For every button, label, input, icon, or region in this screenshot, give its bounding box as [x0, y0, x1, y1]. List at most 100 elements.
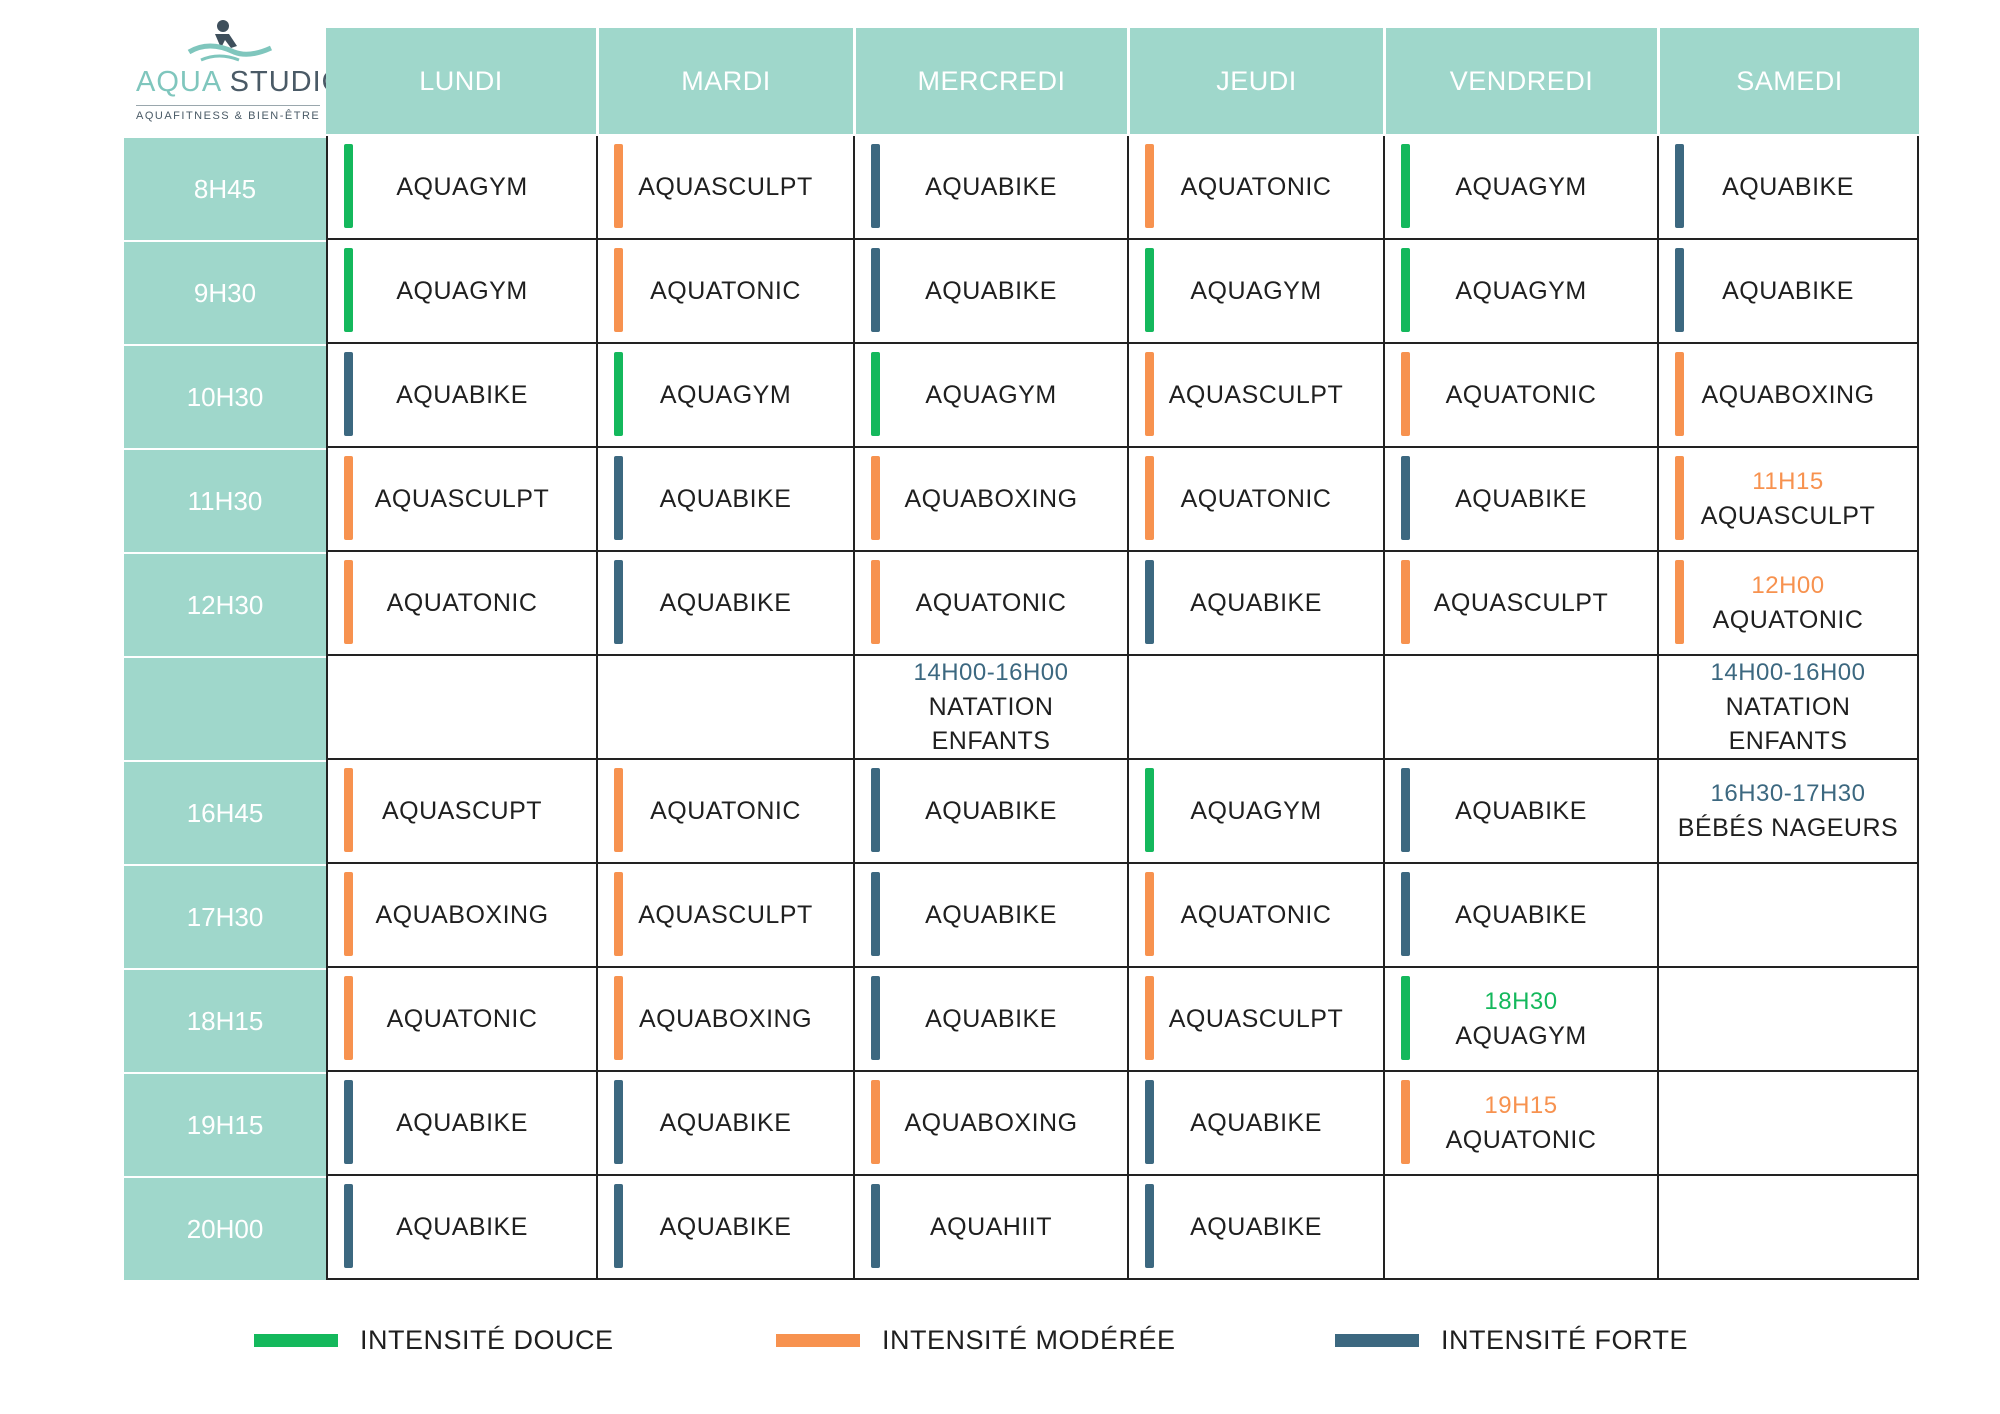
schedule-cell: [1127, 656, 1383, 760]
table-corner: [124, 28, 326, 136]
intensity-bar-moderee: [871, 1080, 880, 1164]
class-name: AQUABIKE: [1455, 485, 1587, 513]
schedule-cell: 19H15 AQUATONIC: [1383, 1072, 1657, 1176]
class-name: AQUABOXING: [1701, 381, 1875, 409]
class-name: AQUAGYM: [396, 277, 528, 305]
schedule-cell: AQUABIKE: [1383, 760, 1657, 864]
schedule-cell: AQUAGYM: [1383, 136, 1657, 240]
intensity-bar-douce: [1401, 144, 1410, 228]
brand-tagline: AQUAFITNESS & BIEN-ÊTRE: [136, 105, 321, 122]
schedule-cell: AQUASCULPT: [326, 448, 596, 552]
day-header: VENDREDI: [1383, 28, 1657, 134]
schedule-cell: [1657, 968, 1919, 1072]
intensity-bar-douce: [871, 352, 880, 436]
class-name: AQUASCUPT: [381, 797, 543, 825]
class-name: AQUAGYM: [1190, 277, 1322, 305]
schedule-cell: AQUAGYM: [1127, 760, 1383, 864]
class-name: AQUAGYM: [396, 173, 528, 201]
class-time-hint: 18H30: [1484, 988, 1558, 1015]
intensity-bar-forte: [614, 456, 623, 540]
legend-item-moderee: INTENSITÉ MODÉRÉE: [776, 1325, 1176, 1356]
schedule-cell: [1657, 1176, 1919, 1280]
class-name: AQUABIKE: [1190, 1109, 1322, 1137]
intensity-bar-forte: [1401, 872, 1410, 956]
schedule-cell: AQUASCULPT: [1383, 552, 1657, 656]
time-slot-label: 16H45: [124, 760, 326, 864]
intensity-bar-forte: [1145, 1184, 1154, 1268]
intensity-bar-forte: [871, 872, 880, 956]
intensity-bar-forte: [614, 1080, 623, 1164]
legend-swatch: [776, 1334, 860, 1347]
day-header: SAMEDI: [1657, 28, 1919, 134]
class-time-hint: 14H00-16H00: [1710, 659, 1866, 686]
schedule-cell: 11H15 AQUASCULPT: [1657, 448, 1919, 552]
schedule-cell: AQUABIKE: [596, 1176, 853, 1280]
day-header: MARDI: [596, 28, 853, 134]
class-name: AQUASCULPT: [638, 901, 813, 929]
time-slot-label: 9H30: [124, 240, 326, 344]
legend-swatch: [1335, 1334, 1419, 1347]
schedule-cell: AQUATONIC: [1127, 448, 1383, 552]
intensity-bar-forte: [871, 768, 880, 852]
intensity-bar-moderee: [614, 768, 623, 852]
intensity-bar-douce: [344, 144, 353, 228]
class-name: AQUATONIC: [1180, 901, 1332, 929]
intensity-bar-forte: [1401, 768, 1410, 852]
schedule-cell: AQUATONIC: [596, 760, 853, 864]
class-name: NATATION ENFANTS: [928, 693, 1054, 755]
intensity-bar-forte: [871, 976, 880, 1060]
schedule-cell: AQUABIKE: [596, 552, 853, 656]
class-name: AQUABIKE: [396, 381, 528, 409]
intensity-bar-forte: [344, 352, 353, 436]
schedule-cell: AQUATONIC: [596, 240, 853, 344]
schedule-cell: AQUABIKE: [596, 448, 853, 552]
intensity-bar-moderee: [1145, 352, 1154, 436]
intensity-bar-douce: [1145, 248, 1154, 332]
schedule-cell: AQUAGYM: [326, 136, 596, 240]
class-name: AQUABOXING: [375, 901, 549, 929]
intensity-bar-forte: [871, 248, 880, 332]
class-name: AQUABIKE: [1722, 277, 1854, 305]
schedule-cell: 12H00 AQUATONIC: [1657, 552, 1919, 656]
schedule-cell: AQUABIKE: [326, 1072, 596, 1176]
intensity-bar-forte: [614, 1184, 623, 1268]
class-name: AQUABIKE: [1455, 797, 1587, 825]
legend-label: INTENSITÉ FORTE: [1441, 1325, 1689, 1355]
schedule-cell: AQUABIKE: [1127, 552, 1383, 656]
intensity-bar-moderee: [614, 144, 623, 228]
class-name: AQUATONIC: [1445, 1126, 1597, 1154]
schedule-cell: AQUABIKE: [326, 1176, 596, 1280]
time-slot-label: 20H00: [124, 1176, 326, 1280]
schedule-cell: AQUATONIC: [326, 968, 596, 1072]
class-name: AQUAGYM: [1455, 1022, 1587, 1050]
class-time-hint: 19H15: [1484, 1092, 1558, 1119]
intensity-bar-moderee: [1145, 144, 1154, 228]
intensity-bar-moderee: [1401, 1080, 1410, 1164]
intensity-bar-douce: [614, 352, 623, 436]
intensity-bar-forte: [1145, 560, 1154, 644]
swimmer-logo-icon: [187, 20, 273, 62]
schedule-cell: AQUABIKE: [853, 968, 1127, 1072]
intensity-bar-moderee: [871, 456, 880, 540]
schedule-cell: AQUASCULPT: [596, 136, 853, 240]
intensity-legend: INTENSITÉ DOUCE INTENSITÉ MODÉRÉE INTENSIT…: [0, 1325, 2000, 1375]
schedule-cell: [596, 656, 853, 760]
class-name: AQUABIKE: [1190, 1213, 1322, 1241]
class-name: AQUABIKE: [925, 797, 1057, 825]
class-name: AQUASCULPT: [638, 173, 813, 201]
class-name: AQUAGYM: [925, 381, 1057, 409]
schedule-cell: [1657, 1072, 1919, 1176]
class-time-hint: 12H00: [1751, 572, 1825, 599]
brand-logo: AQUA STUDIO AQUAFITNESS & BIEN-ÊTRE: [124, 18, 344, 128]
intensity-bar-moderee: [614, 872, 623, 956]
class-name: NATATION ENFANTS: [1725, 693, 1851, 755]
schedule-cell: AQUAGYM: [596, 344, 853, 448]
class-name: AQUAGYM: [1190, 797, 1322, 825]
time-slot-label: 8H45: [124, 136, 326, 240]
intensity-bar-moderee: [344, 456, 353, 540]
schedule-cell: AQUABIKE: [596, 1072, 853, 1176]
intensity-bar-moderee: [1145, 456, 1154, 540]
schedule-cell: AQUASCULPT: [1127, 344, 1383, 448]
day-header: MERCREDI: [853, 28, 1127, 134]
class-name: AQUABIKE: [396, 1109, 528, 1137]
